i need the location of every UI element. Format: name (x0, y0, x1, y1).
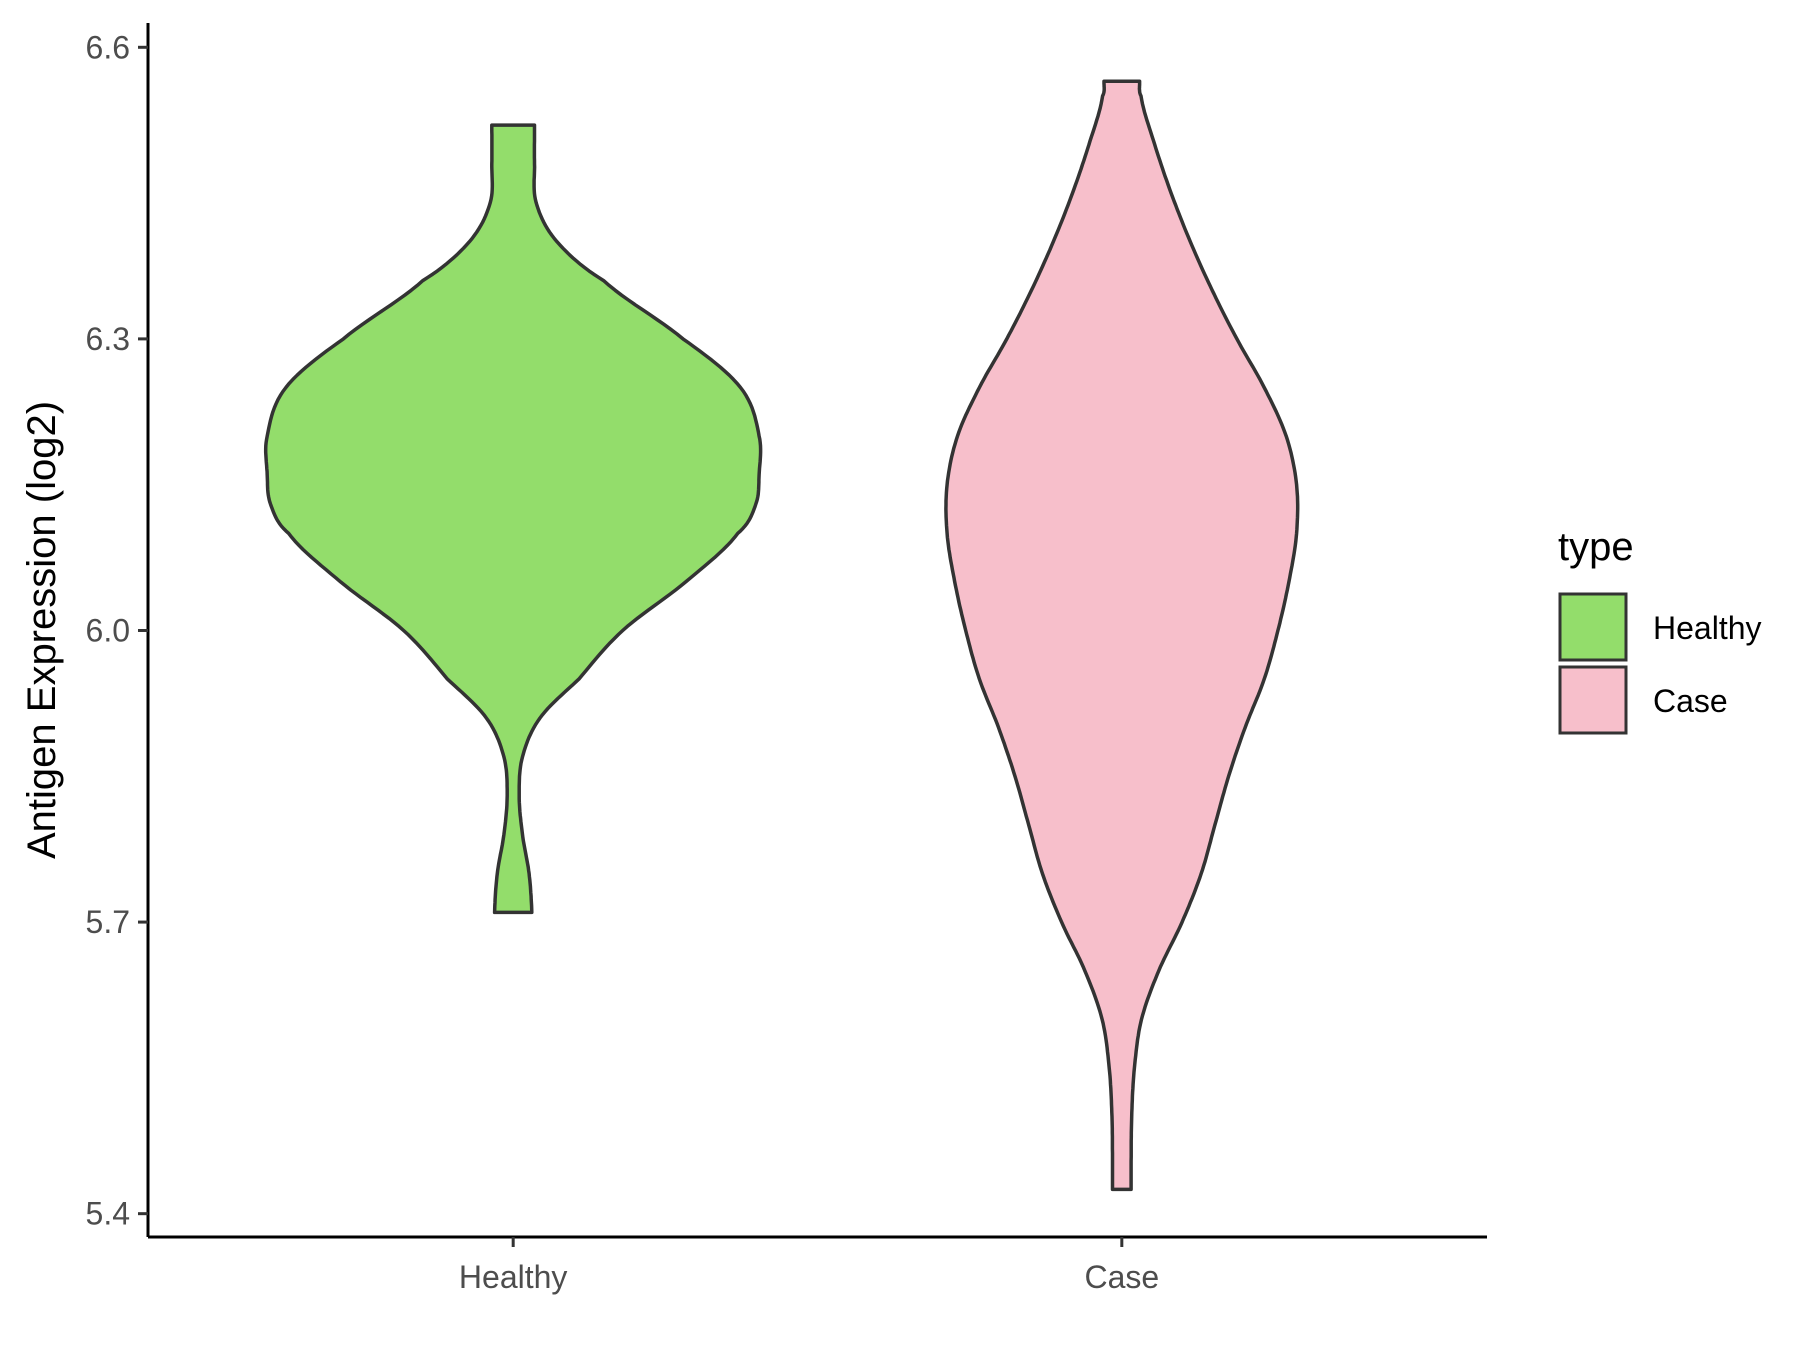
violin-healthy (263, 123, 763, 915)
y-axis-title: Antigen Expression (log2) (20, 401, 64, 859)
legend-label-healthy: Healthy (1653, 610, 1762, 646)
legend-title: type (1558, 525, 1634, 569)
x-tick-label-case: Case (1084, 1259, 1159, 1295)
legend: type Healthy Case (1558, 525, 1762, 735)
y-tick-label: 6.6 (86, 29, 130, 65)
y-tick-label: 6.0 (86, 612, 130, 648)
legend-key-case (1558, 665, 1628, 735)
x-tick-label-healthy: Healthy (459, 1259, 568, 1295)
violins-layer (263, 79, 1300, 1192)
y-axis-ticks: 5.4 5.7 6.0 6.3 6.6 (86, 29, 148, 1232)
x-axis-ticks: Healthy Case (459, 1237, 1159, 1295)
violin-case (944, 79, 1300, 1192)
y-tick-label: 6.3 (86, 321, 130, 357)
legend-key-healthy (1558, 592, 1628, 662)
legend-label-case: Case (1653, 683, 1728, 719)
y-tick-label: 5.4 (86, 1196, 130, 1232)
y-tick-label: 5.7 (86, 904, 130, 940)
